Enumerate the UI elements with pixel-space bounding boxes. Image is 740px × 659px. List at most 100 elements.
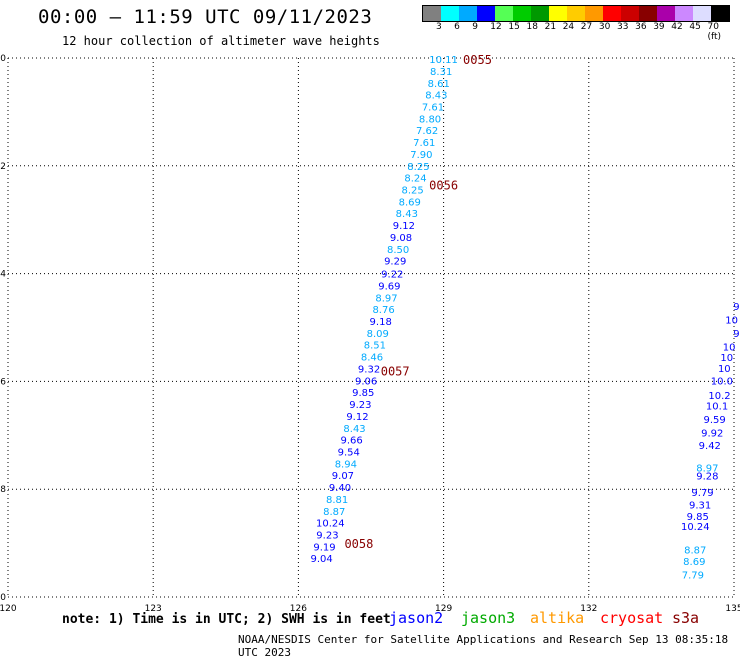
lon-tick-label: 129 — [435, 604, 452, 614]
wave-height-value: 8.51 — [364, 341, 386, 352]
lat-tick-label: -40 — [0, 54, 6, 64]
wave-height-value: 8.81 — [326, 495, 348, 506]
wave-height-value: 9.54 — [338, 447, 360, 458]
legend-swatch — [711, 6, 729, 21]
lon-tick-label: 123 — [145, 604, 162, 614]
wave-height-value: 9 — [733, 329, 739, 340]
wave-height-value: 9.06 — [355, 376, 377, 387]
legend-swatch — [513, 6, 531, 21]
legend-label: 3 — [436, 22, 442, 32]
wave-height-value: 8.61 — [428, 79, 450, 90]
legend-label: 30 — [598, 22, 611, 32]
wave-height-value: 9.85 — [687, 512, 709, 523]
wave-height-value: 9.12 — [346, 412, 368, 423]
wave-height-value: 9 — [733, 302, 739, 313]
wave-height-value: 9.31 — [689, 500, 711, 511]
footer-credit: NOAA/NESDIS Center for Satellite Applica… — [238, 633, 729, 659]
wave-height-value: 10.1 — [706, 402, 728, 413]
wave-height-value: 9.29 — [384, 257, 406, 268]
legend-label: 18 — [526, 22, 538, 32]
note-text: note: 1) Time is in UTC; 2) SWH is in fe… — [62, 612, 391, 627]
legend-swatch — [693, 6, 711, 21]
wave-height-value: 9.69 — [378, 281, 400, 292]
legend-swatch — [585, 6, 603, 21]
lon-tick-label: 132 — [580, 604, 597, 614]
legend-label: 15 — [508, 22, 520, 32]
wave-height-value: 7.61 — [413, 138, 435, 149]
lon-tick-label: 135 — [725, 604, 740, 614]
legend-swatch — [567, 6, 585, 21]
page-title: 00:00 – 11:59 UTC 09/11/2023 — [38, 6, 373, 28]
satellite-jason3: jason3 — [461, 609, 516, 627]
lat-tick-label: -46 — [0, 377, 6, 387]
wave-height-value: 8.80 — [419, 114, 441, 125]
satellite-cryosat: cryosat — [600, 609, 664, 627]
lat-tick-label: -50 — [0, 593, 6, 603]
legend-swatch — [657, 6, 675, 21]
satellite-altika: altika — [530, 609, 585, 627]
wave-height-value: 9.92 — [701, 429, 723, 440]
wave-height-value: 8.09 — [367, 329, 389, 340]
wave-height-value: 9.40 — [329, 483, 351, 494]
wave-height-value: 8.43 — [425, 91, 447, 102]
page-subtitle: 12 hour collection of altimeter wave hei… — [62, 34, 380, 48]
wave-height-value: 10 — [723, 342, 736, 353]
wave-height-value: 9.23 — [316, 530, 338, 541]
legend-label: 70 (ft) — [707, 22, 722, 42]
wave-height-value: 10.24 — [681, 522, 710, 533]
pass-time-label: 0058 — [344, 537, 373, 551]
wave-height-value: 8.76 — [372, 305, 394, 316]
wave-height-value: 8.50 — [387, 245, 409, 256]
legend-label: 36 — [635, 22, 647, 32]
wave-height-value: 10 — [725, 315, 738, 326]
wave-height-value: 8.69 — [399, 197, 421, 208]
legend-label: 9 — [472, 22, 478, 32]
wave-height-value: 9.08 — [390, 233, 412, 244]
wave-height-value: 10 — [718, 364, 731, 375]
wave-height-value: 8.43 — [396, 209, 418, 220]
wave-height-value: 9.85 — [352, 388, 374, 399]
wave-height-value: 10.2 — [708, 391, 730, 402]
wave-height-value: 10.11 — [429, 55, 458, 66]
wave-height-value: 8.69 — [683, 557, 705, 568]
wave-height-value: 7.61 — [422, 103, 444, 114]
wave-height-value: 8.25 — [401, 186, 423, 197]
lat-tick-label: -42 — [0, 162, 6, 172]
legend-swatch — [459, 6, 477, 21]
legend-swatch — [531, 6, 549, 21]
wave-height-value: 9.79 — [691, 488, 713, 499]
wave-height-value: 9.59 — [704, 415, 726, 426]
legend-swatch — [477, 6, 495, 21]
wave-height-value: 8.43 — [343, 424, 365, 435]
wave-height-value: 7.79 — [682, 570, 704, 581]
wave-height-value: 8.24 — [404, 174, 426, 185]
wave-height-value: 9.07 — [332, 471, 354, 482]
pass-time-label: 0056 — [429, 179, 458, 193]
satellite-s3a: s3a — [672, 609, 700, 627]
wave-height-value: 8.87 — [684, 546, 706, 557]
wave-height-value: 9.12 — [393, 221, 415, 232]
wave-height-value: 8.87 — [323, 507, 345, 518]
wave-height-value: 8.25 — [407, 162, 429, 173]
wave-height-value: 9.66 — [341, 436, 363, 447]
lat-tick-label: -48 — [0, 485, 6, 495]
wave-height-value: 7.90 — [410, 150, 432, 161]
legend-swatch — [675, 6, 693, 21]
color-legend — [422, 5, 730, 22]
legend-label: 42 — [671, 22, 683, 32]
pass-time-label: 0055 — [463, 53, 492, 67]
legend-swatch — [423, 6, 441, 21]
lon-tick-label: 120 — [0, 604, 17, 614]
satellite-jason2: jason2 — [389, 609, 444, 627]
legend-label: 12 — [490, 22, 502, 32]
lon-tick-label: 126 — [290, 604, 307, 614]
wave-height-value: 8.97 — [696, 464, 718, 475]
legend-swatch — [495, 6, 513, 21]
legend-label: 6 — [454, 22, 460, 32]
wave-height-value: 9.32 — [358, 364, 380, 375]
wave-height-value: 10.24 — [316, 519, 345, 530]
wave-height-value: 9.18 — [370, 317, 392, 328]
wave-height-value: 10.0 — [711, 376, 733, 387]
wave-height-value: 7.62 — [416, 126, 438, 137]
